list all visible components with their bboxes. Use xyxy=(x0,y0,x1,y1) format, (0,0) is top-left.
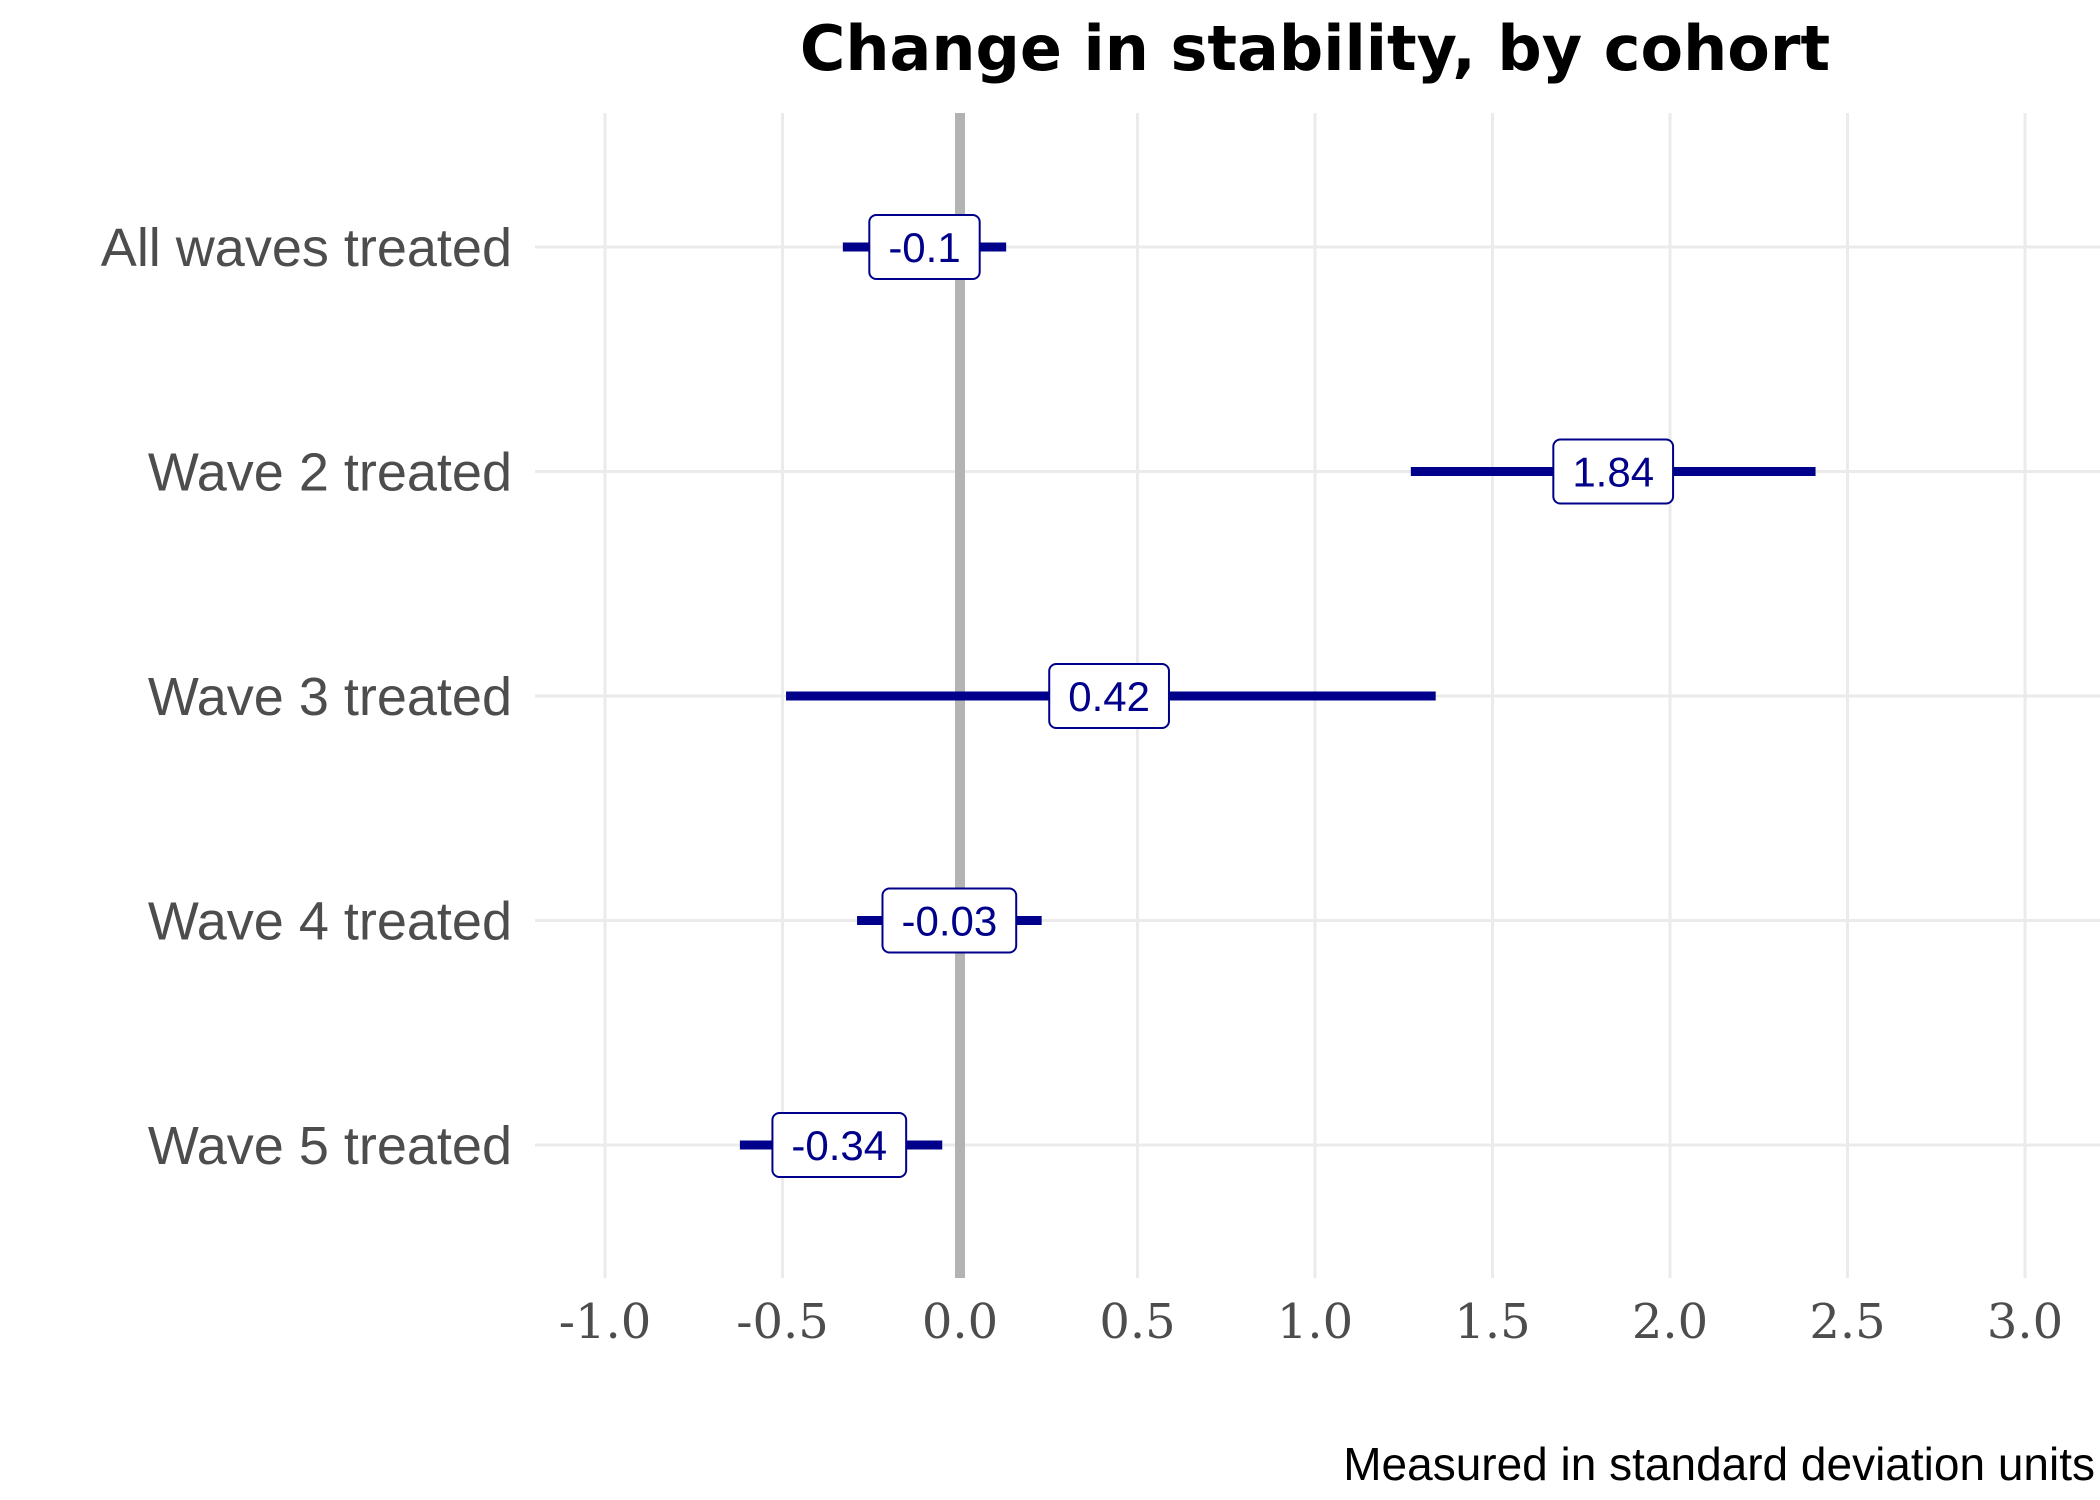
chart-title: Change in stability, by cohort xyxy=(800,12,1830,85)
estimate-label-box xyxy=(1552,438,1675,505)
estimate-label-text: -0.03 xyxy=(901,898,997,945)
estimate-label: -0.03 xyxy=(881,887,1018,954)
estimate-label: -0.34 xyxy=(771,1112,908,1178)
category-label: Wave 4 treated xyxy=(148,892,512,952)
estimate-label-text: 1.84 xyxy=(1572,449,1654,496)
category-label: Wave 5 treated xyxy=(148,1116,512,1176)
category-label: Wave 3 treated xyxy=(148,667,512,727)
x-tick-label: -1.0 xyxy=(559,1294,652,1350)
estimate-label: -0.1 xyxy=(868,214,981,280)
estimate-label-text: -0.34 xyxy=(791,1122,887,1169)
x-tick-label: 2.0 xyxy=(1632,1294,1708,1350)
estimate-labels: -0.1 1.84 0.42 -0.03 -0.34 xyxy=(771,214,1675,1178)
x-tick-label: 0.0 xyxy=(922,1294,998,1350)
estimate-label-text: -0.1 xyxy=(888,224,960,271)
category-label: Wave 2 treated xyxy=(148,443,512,503)
estimate-label: 0.42 xyxy=(1048,663,1170,729)
estimate-label-box xyxy=(771,1112,908,1178)
x-tick-label: 1.0 xyxy=(1277,1294,1353,1350)
x-tick-labels: -1.0 -0.5 0.0 0.5 1.0 1.5 2.0 2.5 3.0 xyxy=(559,1294,2063,1350)
x-tick-label: 1.5 xyxy=(1454,1294,1530,1350)
chart-caption: Measured in standard deviation units xyxy=(1343,1438,2095,1490)
estimate-label: 1.84 xyxy=(1552,438,1675,505)
x-tick-label: 0.5 xyxy=(1099,1294,1175,1350)
estimate-label-box xyxy=(1048,663,1170,729)
x-tick-label: 3.0 xyxy=(1987,1294,2063,1350)
category-labels: All waves treated Wave 2 treated Wave 3 tr… xyxy=(101,218,512,1176)
estimate-label-box xyxy=(868,214,981,280)
x-tick-label: 2.5 xyxy=(1809,1294,1885,1350)
estimate-label-text: 0.42 xyxy=(1068,673,1150,720)
x-tick-label: -0.5 xyxy=(736,1294,829,1350)
estimate-label-box xyxy=(881,887,1018,954)
category-label: All waves treated xyxy=(101,218,512,278)
